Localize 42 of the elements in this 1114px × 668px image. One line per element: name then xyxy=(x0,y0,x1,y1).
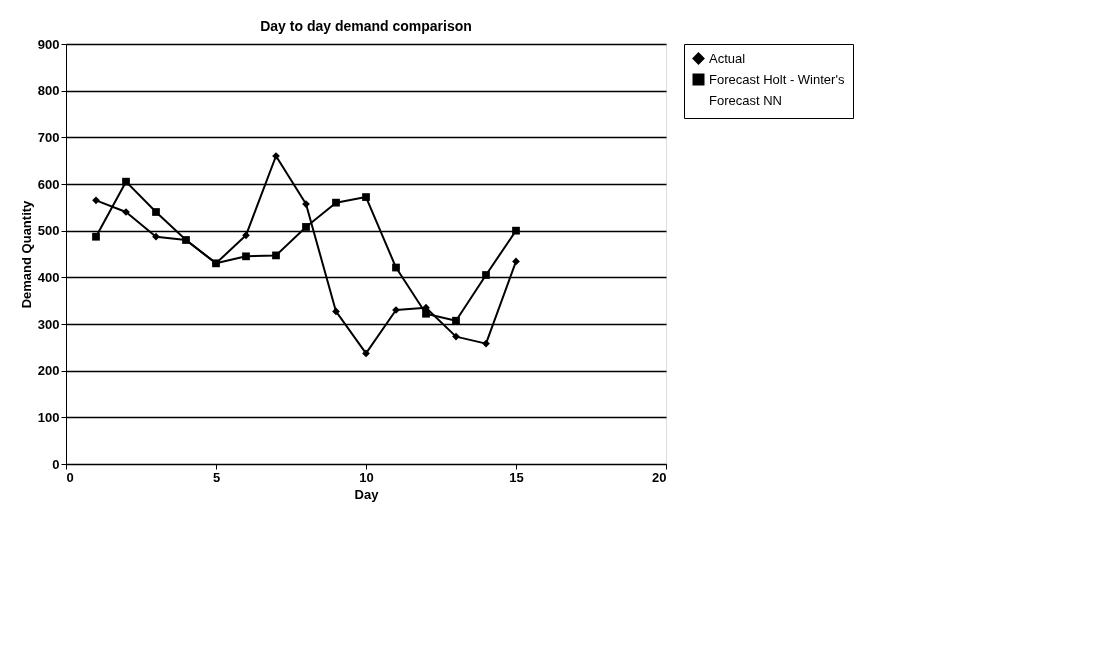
point xyxy=(482,271,490,279)
point xyxy=(242,231,250,240)
y-axis-title: Demand Quantity xyxy=(18,199,34,309)
point xyxy=(512,226,520,235)
point xyxy=(362,193,370,201)
y-tick-label: 200 xyxy=(37,363,60,379)
point xyxy=(482,339,490,348)
point xyxy=(92,196,100,205)
y-tick-label: 300 xyxy=(37,316,60,332)
legend-label: Actual xyxy=(709,50,746,66)
x-tick-label: 20 xyxy=(652,469,667,485)
point xyxy=(452,332,460,341)
y-tick-label: 900 xyxy=(37,36,60,52)
point xyxy=(452,316,460,325)
y-tick-label: 600 xyxy=(37,176,60,192)
point xyxy=(392,263,400,272)
point xyxy=(242,252,250,261)
point xyxy=(512,257,520,266)
legend-label: Forecast Holt - Winter's xyxy=(709,71,845,87)
point xyxy=(122,177,130,186)
y-tick-label: 700 xyxy=(37,129,60,145)
y-tick-label: 100 xyxy=(37,409,60,425)
point xyxy=(272,251,280,260)
point xyxy=(332,198,340,207)
x-tick-label: 5 xyxy=(212,469,221,485)
y-tick-label: 500 xyxy=(37,223,60,239)
point xyxy=(362,349,370,358)
chart-title: Day to day demand comparison xyxy=(260,18,472,34)
y-tick-label: 0 xyxy=(52,456,60,472)
point xyxy=(422,309,430,318)
x-axis-title: Day xyxy=(354,486,380,502)
point xyxy=(92,232,100,241)
point xyxy=(332,307,340,316)
point xyxy=(302,223,310,231)
point xyxy=(152,208,160,216)
y-tick-label: 400 xyxy=(37,269,60,285)
x-tick-label: 10 xyxy=(359,469,374,485)
point xyxy=(152,232,160,241)
y-tick-label: 800 xyxy=(37,83,60,99)
x-tick-label: 15 xyxy=(509,469,524,485)
x-tick-label: 0 xyxy=(66,469,74,485)
text: Forecast NN xyxy=(709,92,782,108)
